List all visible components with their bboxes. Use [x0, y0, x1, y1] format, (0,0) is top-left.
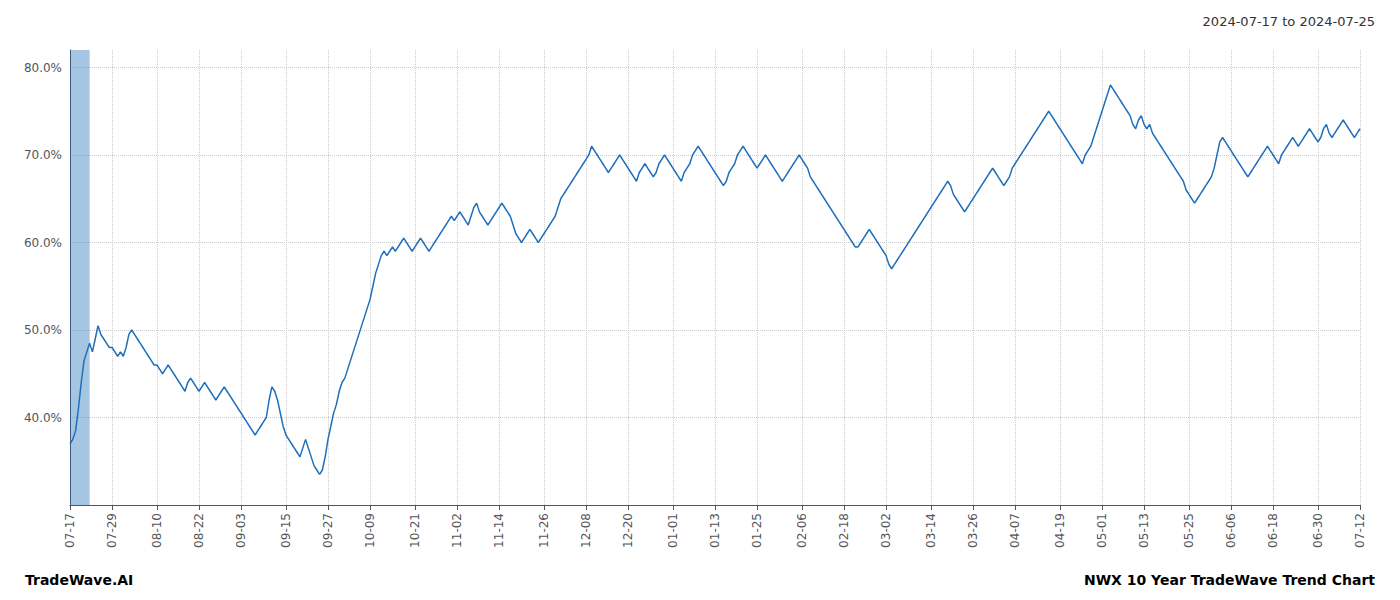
svg-text:01-25: 01-25 — [750, 513, 764, 548]
svg-text:02-18: 02-18 — [837, 513, 851, 548]
svg-text:01-01: 01-01 — [666, 513, 680, 548]
svg-text:03-14: 03-14 — [924, 513, 938, 548]
svg-text:11-26: 11-26 — [537, 513, 551, 548]
svg-text:11-14: 11-14 — [492, 513, 506, 548]
svg-text:60.0%: 60.0% — [24, 236, 62, 250]
svg-text:05-25: 05-25 — [1182, 513, 1196, 548]
svg-text:12-20: 12-20 — [621, 513, 635, 548]
svg-text:09-27: 09-27 — [321, 513, 335, 548]
svg-text:02-06: 02-06 — [795, 513, 809, 548]
svg-text:08-10: 08-10 — [150, 513, 164, 548]
svg-text:40.0%: 40.0% — [24, 411, 62, 425]
svg-text:06-30: 06-30 — [1311, 513, 1325, 548]
svg-text:11-02: 11-02 — [450, 513, 464, 548]
svg-text:09-15: 09-15 — [279, 513, 293, 548]
svg-text:09-03: 09-03 — [234, 513, 248, 548]
svg-text:08-22: 08-22 — [192, 513, 206, 548]
svg-text:12-08: 12-08 — [579, 513, 593, 548]
svg-text:05-01: 05-01 — [1095, 513, 1109, 548]
svg-text:03-26: 03-26 — [966, 513, 980, 548]
svg-text:04-07: 04-07 — [1008, 513, 1022, 548]
svg-text:10-09: 10-09 — [363, 513, 377, 548]
svg-text:70.0%: 70.0% — [24, 148, 62, 162]
svg-text:2024-07-17 to 2024-07-25: 2024-07-17 to 2024-07-25 — [1203, 14, 1375, 29]
svg-text:07-12: 07-12 — [1353, 513, 1367, 548]
svg-text:04-19: 04-19 — [1053, 513, 1067, 548]
svg-text:06-06: 06-06 — [1224, 513, 1238, 548]
svg-text:10-21: 10-21 — [408, 513, 422, 548]
svg-text:80.0%: 80.0% — [24, 61, 62, 75]
svg-text:50.0%: 50.0% — [24, 323, 62, 337]
svg-text:03-02: 03-02 — [879, 513, 893, 548]
svg-text:06-18: 06-18 — [1266, 513, 1280, 548]
svg-text:07-17: 07-17 — [63, 513, 77, 548]
svg-text:NWX 10 Year TradeWave Trend Ch: NWX 10 Year TradeWave Trend Chart — [1084, 572, 1375, 588]
svg-text:05-13: 05-13 — [1137, 513, 1151, 548]
svg-text:01-13: 01-13 — [708, 513, 722, 548]
svg-text:TradeWave.AI: TradeWave.AI — [25, 572, 133, 588]
svg-text:07-29: 07-29 — [105, 513, 119, 548]
